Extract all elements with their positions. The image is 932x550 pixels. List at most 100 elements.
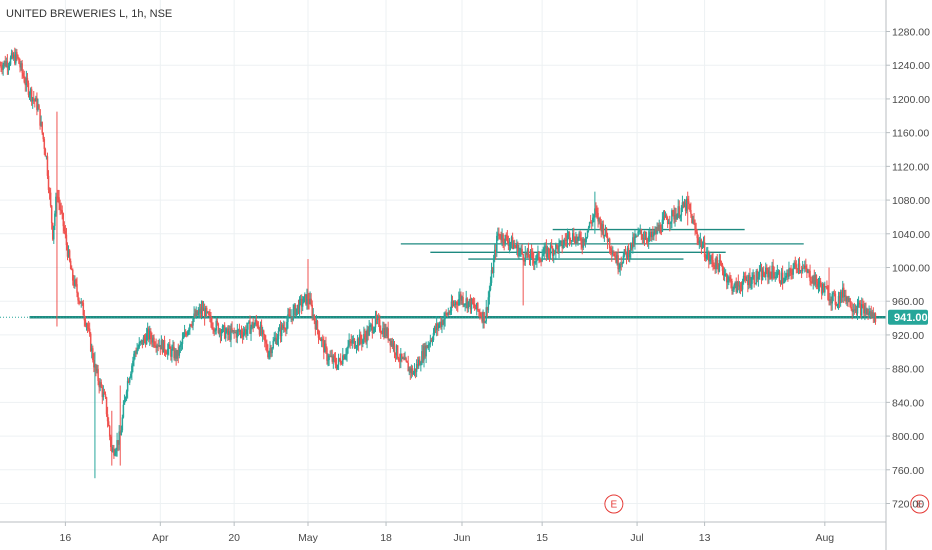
candle-body: [286, 321, 288, 330]
candle-body: [504, 234, 506, 245]
candle-body: [279, 327, 282, 337]
candle-body: [701, 246, 704, 249]
candle-body: [706, 252, 709, 255]
y-tick-label: 720.00: [892, 499, 924, 511]
candle-body: [795, 264, 798, 269]
candle-body: [577, 237, 579, 241]
candle-body: [810, 281, 812, 283]
earnings-event-icon[interactable]: [910, 494, 930, 514]
candle-body: [662, 216, 665, 220]
candle-body: [813, 276, 816, 285]
candle-body: [150, 331, 152, 339]
candle-body: [175, 350, 177, 359]
candle-body: [488, 290, 491, 298]
candle-body: [122, 404, 125, 418]
candle-body: [658, 224, 660, 231]
candle-body: [555, 244, 557, 254]
candle-body: [324, 343, 326, 353]
candle-body: [689, 204, 691, 211]
candle-body: [72, 269, 74, 281]
candle-body: [739, 285, 742, 289]
candle-body: [519, 250, 521, 252]
candle-body: [66, 245, 69, 257]
candle-body: [417, 359, 420, 367]
candle-body: [202, 308, 205, 312]
candle-body: [529, 251, 532, 261]
candle-body: [392, 343, 395, 347]
candle-body: [38, 105, 40, 110]
candle-body: [462, 297, 464, 305]
candle-body: [478, 310, 480, 312]
candle-body: [198, 308, 201, 313]
candle-body: [436, 323, 439, 329]
candle-body: [313, 314, 316, 321]
candle-body: [251, 322, 253, 327]
candle-body: [500, 238, 502, 241]
candle-body: [94, 364, 96, 368]
candle-body: [862, 304, 864, 306]
candle-body: [859, 304, 862, 316]
candle-body: [499, 234, 501, 239]
candle-body: [26, 77, 29, 83]
candle-body: [212, 328, 214, 330]
candle-body: [486, 307, 489, 311]
candle-body: [698, 240, 701, 243]
candle-body: [812, 276, 814, 283]
candle-body: [390, 341, 393, 346]
candle-body: [221, 325, 224, 333]
candle-body: [355, 346, 358, 348]
candle-body: [645, 237, 648, 241]
candle-body: [855, 309, 858, 314]
candle-body: [76, 284, 78, 293]
y-tick-label: 1040.00: [892, 229, 930, 241]
candle-body: [547, 247, 550, 254]
candle-body: [373, 327, 376, 332]
candle-body: [683, 202, 686, 207]
candle-body: [403, 358, 405, 360]
candle-body: [483, 312, 485, 323]
candle-body: [772, 265, 774, 273]
candle-body: [705, 254, 708, 259]
candle-body: [386, 328, 388, 337]
candle-body: [586, 230, 589, 238]
candle-body: [420, 364, 422, 366]
candle-body: [301, 303, 304, 307]
candle-body: [619, 263, 621, 269]
candle-body: [31, 97, 34, 102]
candle-body: [700, 240, 703, 249]
candle-body: [272, 340, 274, 349]
candle-body: [807, 270, 809, 273]
candle-body: [50, 205, 53, 224]
candle-body: [605, 227, 608, 237]
earnings-event-icon[interactable]: [604, 494, 624, 514]
candle-body: [596, 211, 598, 213]
candle-body: [163, 340, 166, 352]
x-tick-label: Apr: [152, 532, 169, 544]
candle-body: [160, 340, 163, 350]
candle-body: [74, 279, 76, 286]
candle-body: [340, 363, 343, 365]
candle-body: [315, 321, 318, 330]
candle-body: [115, 450, 117, 454]
candle-body: [389, 338, 392, 346]
candle-body: [377, 318, 380, 320]
candle-body: [524, 252, 527, 262]
candle-body: [606, 236, 609, 242]
candle-body: [790, 269, 792, 273]
candle-body: [857, 303, 860, 305]
candle-body: [470, 299, 473, 310]
time-axis[interactable]: 16 Apr 20 May 18 Jun 15 Jul 13 Aug: [0, 521, 886, 544]
price-axis[interactable]: 720.00 760.00 800.00 840.00 880.00 920.00 960.…: [886, 27, 930, 511]
candle-body: [161, 340, 164, 353]
candle-body: [22, 72, 24, 77]
candle-body: [644, 237, 647, 240]
candle-body: [473, 303, 476, 308]
y-tick-label: 1280.00: [892, 27, 930, 39]
candle-body: [695, 229, 697, 233]
candle-body: [399, 360, 401, 362]
candle-body: [97, 369, 99, 381]
candle-body: [196, 310, 198, 316]
candle-body: [314, 320, 317, 330]
